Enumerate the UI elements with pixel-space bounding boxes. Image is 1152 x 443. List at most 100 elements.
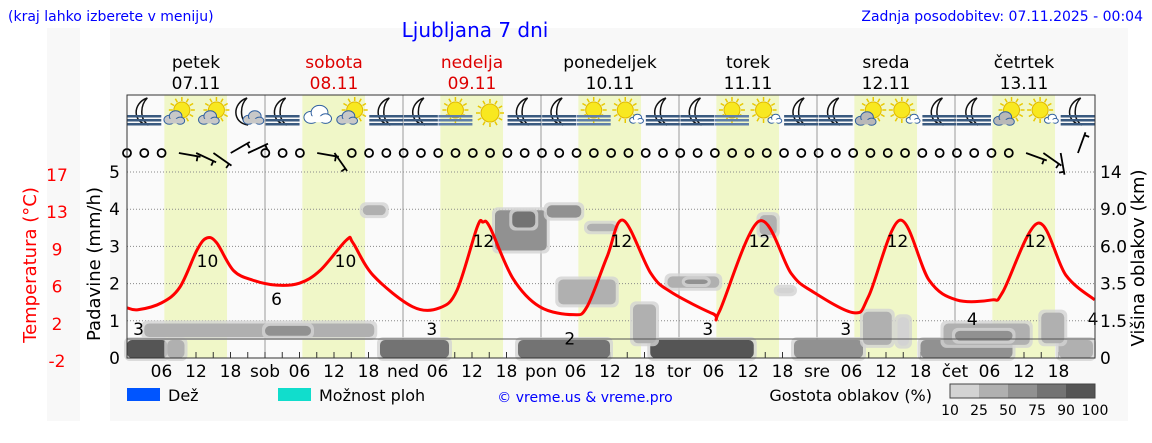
cloud-layer	[684, 279, 708, 284]
x-tick-label: 06	[427, 362, 449, 382]
moon-fog-icon	[784, 97, 819, 126]
page-title: Ljubljana 7 dni	[402, 18, 549, 42]
sun-ray	[767, 98, 771, 103]
calm-wind-icon	[761, 148, 772, 158]
density-swatch	[1008, 384, 1037, 398]
fog-line	[818, 115, 853, 118]
calm-wind-icon	[796, 148, 807, 158]
x-tick-label: 18	[358, 362, 380, 382]
sun-ray	[462, 102, 468, 107]
cloud-base	[633, 119, 641, 123]
day-date: 08.11	[310, 74, 359, 94]
calm-wind-icon	[692, 148, 703, 158]
fog-line	[403, 123, 438, 126]
moon-fog-icon	[922, 97, 957, 126]
calm-wind-icon	[709, 148, 720, 158]
temp-axis-panel	[47, 28, 80, 421]
sun-ray	[185, 98, 190, 103]
sun-ray	[724, 98, 729, 103]
sun-ray	[223, 113, 229, 118]
sun-ray	[498, 117, 503, 121]
sun-ray	[735, 98, 740, 103]
sun-ray	[347, 98, 351, 103]
moon-fog-icon	[542, 97, 577, 126]
legend: Dež Možnost ploh © vreme.us & vreme.pro …	[127, 383, 1108, 419]
day-name: nedelja	[441, 53, 503, 73]
sun-ray	[905, 98, 909, 103]
sun-ray	[1015, 98, 1019, 103]
calm-wind-icon	[640, 148, 651, 158]
sun-ray	[170, 102, 175, 107]
sun-ray	[459, 98, 463, 103]
sun-disc	[446, 101, 464, 119]
x-tick-label: 18	[496, 362, 518, 382]
precip-tick: 4	[109, 200, 120, 220]
sun-ray	[739, 102, 744, 107]
cloud-layer	[955, 330, 1013, 341]
wind-barb-tick	[195, 156, 199, 162]
wind-barb-tick	[1041, 159, 1045, 165]
fog-line	[818, 119, 853, 122]
calm-wind-icon	[969, 148, 980, 158]
cloud-base	[771, 119, 779, 123]
moon-fog-icon	[507, 97, 542, 126]
day-name: četrtek	[994, 53, 1055, 73]
last-updated: Zadnja posodobitev: 07.11.2025 - 00:04	[861, 9, 1143, 25]
sun-ray	[1004, 98, 1008, 103]
daylight-band	[302, 95, 366, 358]
density-step-label: 90	[1057, 403, 1075, 419]
temperature-label-max: 10	[335, 252, 357, 272]
x-tick-label: sob	[250, 362, 280, 382]
sun-ray	[482, 100, 486, 105]
sun-small-cloud-icon	[612, 97, 644, 124]
day-date: 11.11	[724, 74, 773, 94]
fog-line	[369, 119, 404, 122]
temperature-label-max: 10	[197, 252, 219, 272]
legend-showers: Možnost ploh	[319, 386, 425, 405]
density-step-label: 75	[1028, 403, 1046, 419]
calm-wind-icon	[675, 148, 686, 158]
wind-barb-icon	[212, 152, 232, 167]
temperature-label-min: 3	[133, 320, 144, 340]
sun-disc	[585, 101, 603, 119]
sun-ray	[477, 105, 482, 109]
credit-link[interactable]: © vreme.us & vreme.pro	[497, 390, 672, 406]
cloud-icon	[303, 104, 333, 124]
wind-barb-tick	[334, 156, 337, 162]
fog-line	[645, 115, 680, 118]
density-step-label: 10	[941, 403, 959, 419]
fog-line	[818, 123, 853, 126]
calm-wind-icon	[277, 148, 288, 158]
sun-ray	[756, 98, 760, 103]
sun-ray	[861, 102, 866, 107]
sun-ray	[877, 98, 881, 103]
fog-line	[542, 115, 577, 118]
x-tick-label: tor	[667, 362, 691, 382]
cloud-height-axis-label: Višina oblakov (km)	[1128, 169, 1149, 346]
fog-line	[956, 123, 991, 126]
density-swatch	[979, 384, 1008, 398]
fog-line	[714, 119, 749, 122]
location-hint[interactable]: (kraj lahko izberete v meniju)	[8, 9, 214, 25]
sun-disc	[1031, 101, 1049, 119]
moon-fog-icon	[956, 97, 991, 126]
sun-ray	[890, 113, 895, 118]
calm-wind-icon	[588, 148, 599, 158]
calm-wind-icon	[865, 148, 876, 158]
fog-line	[403, 119, 438, 122]
x-tick-label: 12	[323, 362, 345, 382]
sun-ray	[1047, 102, 1052, 107]
day-name: torek	[726, 53, 770, 73]
fog-line	[438, 123, 473, 126]
fog-line	[714, 115, 749, 118]
wind-barb-tick	[340, 167, 346, 173]
cloud-layer	[265, 325, 311, 336]
day-name: petek	[172, 53, 220, 73]
sun-ray	[866, 98, 870, 103]
sun-ray	[1015, 117, 1019, 122]
sun-ray	[751, 113, 757, 118]
cloud-density-label: Gostota oblakov (%)	[769, 386, 932, 405]
x-tick-label: 18	[772, 362, 794, 382]
density-step-label: 25	[970, 403, 988, 419]
calm-wind-icon	[571, 148, 582, 158]
